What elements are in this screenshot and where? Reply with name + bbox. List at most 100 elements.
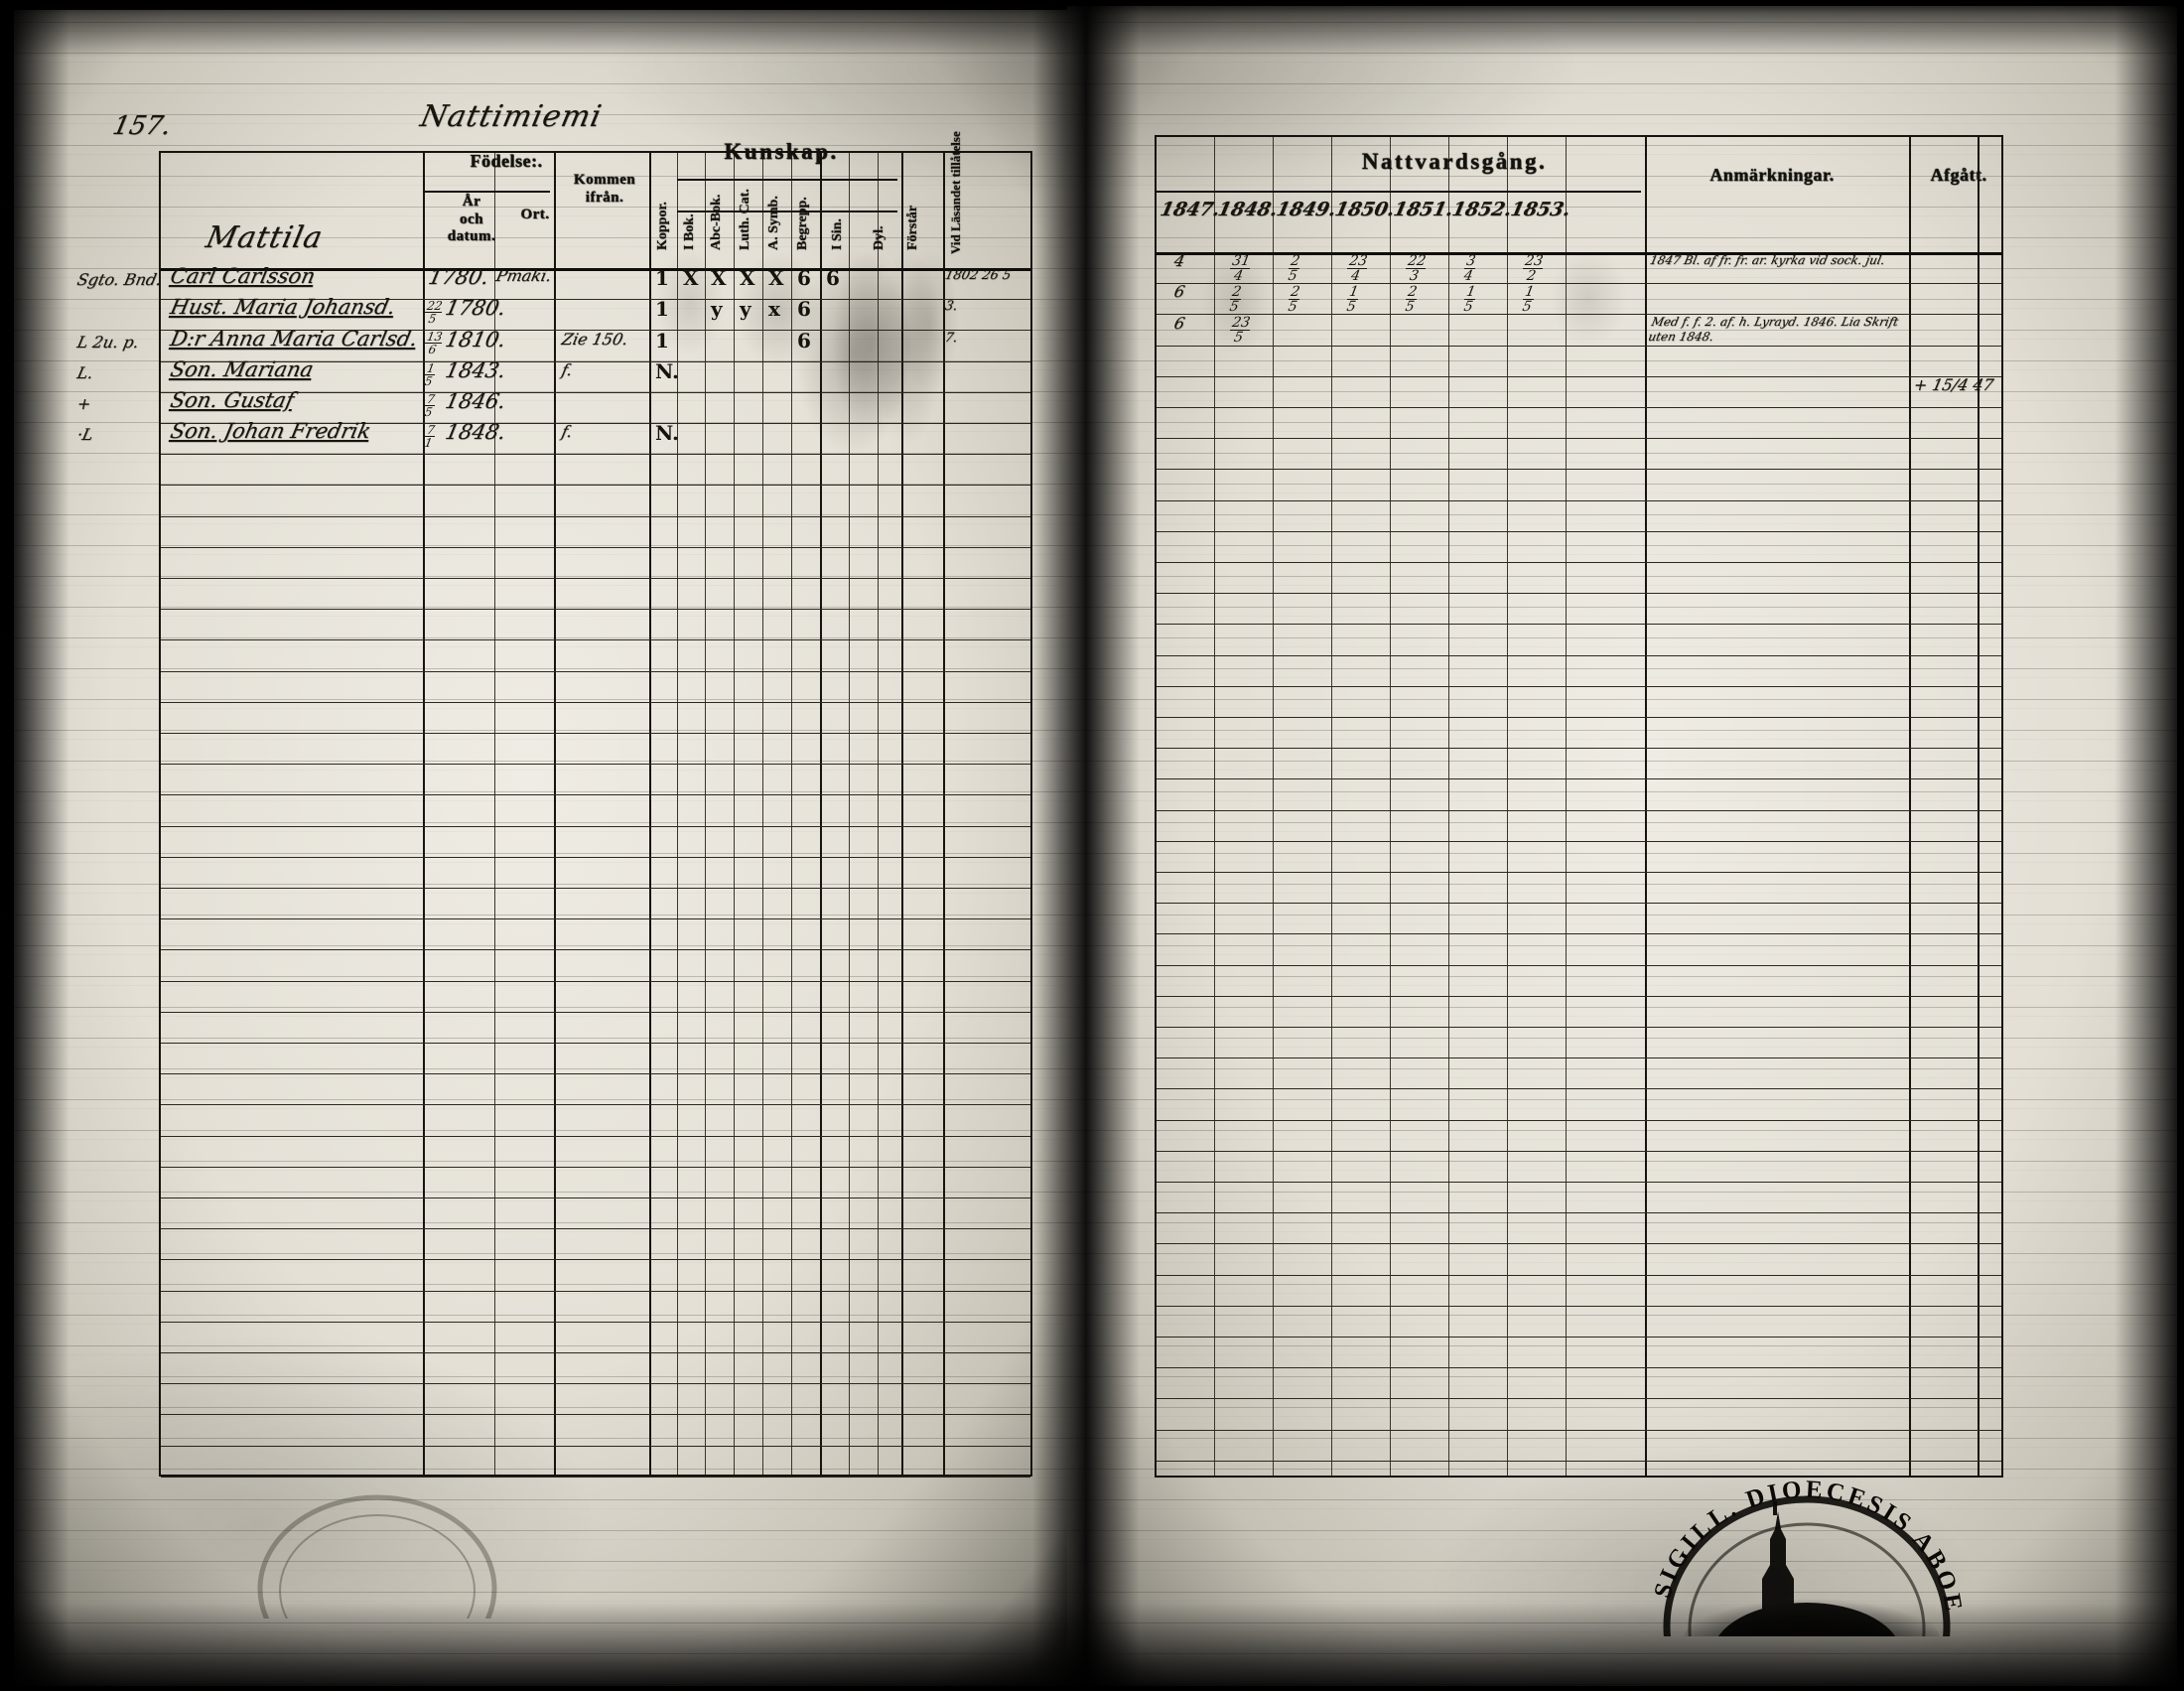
table-row-rule — [161, 764, 1030, 766]
column-group-kunskap: Kunskap. — [724, 139, 839, 164]
column-header-forstar: Förstår — [905, 205, 920, 250]
table-column-rule — [705, 153, 706, 1475]
row-margin-note: L 2u. p. — [74, 332, 141, 352]
table-row-rule — [1157, 1337, 2001, 1338]
table-row-rule — [1157, 809, 2001, 811]
table-column-rule — [849, 153, 850, 1475]
table-row-rule — [161, 888, 1030, 889]
column-header-year-1852: 1852. — [1449, 199, 1514, 220]
ruling-line — [0, 1592, 2184, 1593]
column-header-birth-place: Ort. — [520, 207, 550, 222]
row-vid-lasandet: 1802 26 5 — [943, 268, 1013, 284]
column-header-kommen-ifran: Kommen ifrån. — [573, 172, 636, 206]
ruling-line — [0, 1622, 2184, 1623]
table-row-rule — [161, 639, 1030, 641]
row-cell-a-symb: x — [768, 297, 780, 322]
column-header-dyl: Dyl. — [872, 225, 887, 251]
table-row-rule — [1157, 1429, 2001, 1431]
table-column-rule — [649, 153, 651, 1475]
table-row-rule — [1157, 748, 2001, 750]
table-row-rule — [1157, 872, 2001, 873]
table-row-rule — [161, 1290, 1030, 1292]
table-row-rule — [1157, 1119, 2001, 1121]
column-header-afgatt: Afgått. — [1930, 165, 1987, 185]
table-row-rule — [161, 1414, 1030, 1416]
table-row-rule — [1157, 1150, 2001, 1152]
table-row-rule — [161, 1073, 1030, 1075]
table-row-rule — [161, 609, 1030, 611]
row-birth-place: Pmäki. — [493, 266, 554, 286]
table-row-rule — [161, 825, 1030, 827]
table-row-rule — [1157, 407, 2001, 408]
column-header-year-1851: 1851. — [1391, 199, 1455, 220]
table-row-rule — [1157, 530, 2001, 532]
row-margin-note: Sgto. Bnd. — [74, 270, 164, 290]
ruling-line — [0, 22, 2184, 23]
row-cell-begrepp: 6 — [797, 266, 811, 291]
column-header-anmarkningar: Anmärkningar. — [1709, 165, 1835, 185]
table-row-rule — [161, 1166, 1030, 1168]
row-cell-koppor: N. — [655, 421, 679, 446]
table-column-rule — [791, 153, 792, 1475]
row-cell-begrepp: 6 — [797, 328, 811, 352]
table-row-rule — [1157, 345, 2001, 347]
table-column-rule — [820, 153, 822, 1475]
table-row-rule — [1157, 933, 2001, 935]
column-group-fodelse: Födelse:. — [470, 151, 543, 171]
column-header-i-sin: I Sin. — [830, 218, 845, 250]
row-anmarkning: 1847 Bl. af fr. fr. ar. kyrka vid sock. … — [1648, 253, 1887, 267]
table-row-rule — [161, 701, 1030, 703]
column-header-i-bok: I Bok. — [682, 213, 697, 250]
row-person-name: Hust. Maria Johansd. — [168, 295, 398, 320]
column-header-koppor: Koppor. — [655, 202, 670, 250]
row-person-name: Son. Johan Fredrik — [168, 419, 373, 444]
table-row-rule — [161, 546, 1030, 548]
table-row-rule — [161, 918, 1030, 920]
village-heading: Nattimiemi — [417, 99, 606, 134]
table-row-rule — [1157, 840, 2001, 842]
column-header-year-1847: 1847. — [1158, 199, 1222, 220]
table-row-rule — [161, 856, 1030, 858]
table-row-rule — [1157, 1057, 2001, 1059]
table-row-rule — [1157, 562, 2001, 563]
column-header-abc-bok: Abc-Bok. — [709, 194, 724, 250]
table-row-rule — [1157, 1212, 2001, 1214]
table-row-rule — [161, 1011, 1030, 1013]
ruling-line — [0, 1499, 2184, 1500]
farm-heading: Mattila — [203, 220, 327, 255]
column-header-year-1848: 1848. — [1215, 199, 1280, 220]
table-row-rule — [1157, 593, 2001, 595]
table-row-rule — [1157, 995, 2001, 997]
table-row-rule — [1157, 469, 2001, 471]
column-header-a-symb: A. Symb. — [766, 196, 781, 250]
row-birth-year: 1848. — [443, 420, 508, 445]
table-row-rule — [161, 515, 1030, 517]
table-row-rule — [161, 1259, 1030, 1261]
row-cell-koppor: 1 — [655, 266, 669, 291]
column-header-vid-lasandet: Vid Läsandet tillåtelse — [948, 131, 963, 254]
ruling-line — [0, 1653, 2184, 1654]
row-person-name: Son. Mariana — [168, 356, 316, 381]
table-row-rule — [161, 794, 1030, 796]
row-cell-i-bok: X — [683, 266, 699, 291]
table-row-rule — [161, 485, 1030, 487]
table-column-rule — [762, 153, 763, 1475]
table-row-rule — [161, 1321, 1030, 1323]
table-row-rule — [161, 733, 1030, 734]
table-column-rule — [677, 153, 678, 1475]
row-cell-a-symb: X — [768, 266, 784, 291]
table-row-rule — [161, 670, 1030, 672]
column-header-year-1850: 1850. — [1332, 199, 1397, 220]
table-row-rule — [1157, 964, 2001, 966]
table-row-rule — [1157, 1398, 2001, 1400]
row-birth-year: 1810. — [443, 327, 508, 352]
row-birth-year: 1780. — [426, 265, 491, 290]
table-row-rule — [161, 1104, 1030, 1106]
table-row-rule — [1157, 1182, 2001, 1183]
table-row-rule — [161, 1476, 1030, 1478]
ruling-line — [0, 1561, 2184, 1562]
table-row-rule — [161, 1043, 1030, 1044]
table-row-rule — [1157, 438, 2001, 440]
table-row-rule — [1157, 499, 2001, 501]
